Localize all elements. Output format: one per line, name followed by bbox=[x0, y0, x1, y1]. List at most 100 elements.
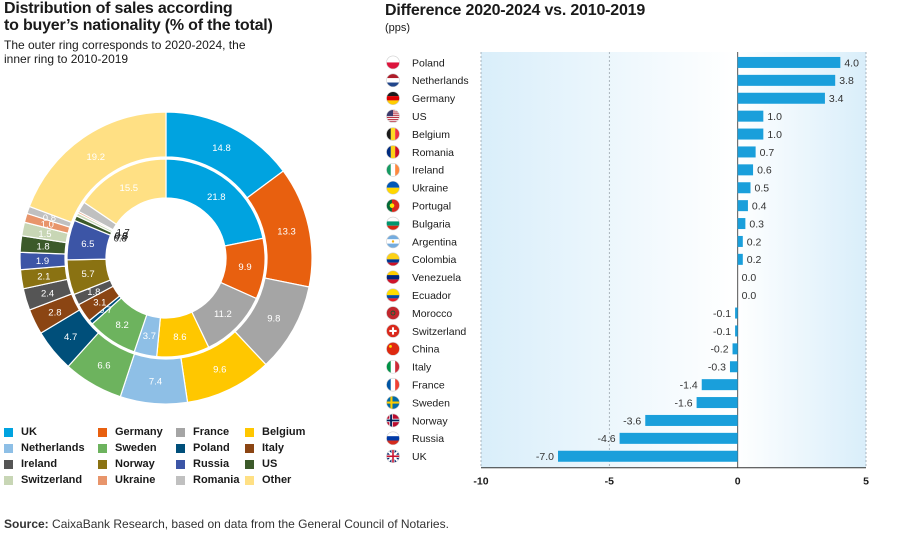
bar-norway bbox=[645, 414, 738, 426]
value-label-russia: -4.6 bbox=[598, 433, 616, 445]
legend-item-russia: Russia bbox=[176, 458, 229, 470]
legend-label: Ireland bbox=[21, 458, 58, 470]
legend-item-sweden: Sweden bbox=[98, 442, 157, 454]
bar-morocco bbox=[735, 307, 738, 319]
ukraine-flag-icon bbox=[386, 180, 400, 195]
colombia-flag-icon bbox=[386, 252, 400, 267]
bar-chart-title: Difference 2020-2024 vs. 2010-2019 bbox=[385, 2, 646, 19]
legend-label: US bbox=[262, 458, 278, 470]
category-label-morocco: Morocco bbox=[412, 308, 452, 320]
legend-swatch bbox=[245, 475, 254, 485]
legend-swatch bbox=[98, 475, 107, 485]
legend-label: France bbox=[193, 426, 230, 438]
value-label-ireland: 0.6 bbox=[757, 165, 772, 177]
value-label-venezuela: 0.0 bbox=[742, 272, 757, 284]
legend-label: UK bbox=[21, 426, 37, 438]
source-text: CaixaBank Research, based on data from t… bbox=[48, 517, 449, 531]
donut-slice-inner-other bbox=[83, 158, 167, 226]
donut-title-line2: to buyer’s nationality (% of the total) bbox=[4, 17, 273, 34]
value-label-belgium: 1.0 bbox=[767, 129, 782, 141]
legend-label: Belgium bbox=[262, 426, 306, 438]
donut-label-inner-belgium: 8.6 bbox=[173, 332, 186, 343]
portugal-flag-icon bbox=[386, 198, 400, 213]
legend-item-norway: Norway bbox=[98, 458, 155, 470]
value-label-china: -0.2 bbox=[710, 344, 728, 356]
legend-label: Germany bbox=[115, 426, 163, 438]
legend-item-uk: UK bbox=[4, 426, 37, 438]
donut-label-inner-germany: 9.9 bbox=[238, 262, 251, 273]
donut-label-outer-uk: 14.8 bbox=[212, 143, 231, 154]
romania-flag-icon bbox=[386, 145, 400, 159]
source-note: Source: CaixaBank Research, based on dat… bbox=[4, 517, 449, 531]
legend-swatch bbox=[4, 443, 13, 453]
legend-item-poland: Poland bbox=[176, 442, 230, 454]
bar-belgium bbox=[737, 128, 764, 140]
legend-swatch bbox=[176, 475, 185, 485]
legend-swatch bbox=[4, 475, 13, 485]
value-label-germany: 3.4 bbox=[829, 93, 844, 105]
donut-subtitle: The outer ring corresponds to 2020-2024,… bbox=[4, 38, 246, 66]
category-label-colombia: Colombia bbox=[412, 254, 457, 266]
donut-label-inner-ukraine: 0.3 bbox=[115, 230, 128, 241]
donut-label-outer-romania: 0.8 bbox=[43, 213, 56, 224]
legend-label: Poland bbox=[193, 442, 230, 454]
legend-item-switzerland: Switzerland bbox=[4, 474, 82, 486]
legend-swatch bbox=[176, 459, 185, 469]
bar-portugal bbox=[737, 200, 748, 212]
legend-swatch bbox=[4, 459, 13, 469]
category-label-switzerland: Switzerland bbox=[412, 326, 466, 338]
value-label-italy: -0.3 bbox=[708, 362, 726, 374]
china-flag-icon bbox=[386, 342, 400, 356]
legend-label: Ukraine bbox=[115, 474, 156, 486]
donut-label-outer-other: 19.2 bbox=[87, 152, 106, 163]
donut-label-inner-uk: 21.8 bbox=[207, 192, 226, 203]
donut-slice-outer-other bbox=[28, 111, 167, 224]
uk-flag-icon bbox=[386, 449, 400, 464]
legend-item-romania: Romania bbox=[176, 474, 239, 486]
donut-label-outer-germany: 13.3 bbox=[277, 227, 296, 238]
value-label-sweden: -1.6 bbox=[675, 397, 693, 409]
category-label-china: China bbox=[412, 344, 440, 356]
donut-label-inner-italy: 3.1 bbox=[93, 298, 106, 309]
legend-item-italy: Italy bbox=[245, 442, 284, 454]
bar-chart-unit: (pps) bbox=[385, 22, 411, 34]
bar-russia bbox=[619, 432, 738, 444]
bar-us bbox=[737, 110, 764, 122]
source-label: Source: bbox=[4, 517, 49, 531]
donut-label-outer-poland: 4.7 bbox=[64, 332, 77, 343]
donut-label-outer-us: 1.8 bbox=[36, 242, 49, 253]
legend-swatch bbox=[245, 443, 254, 453]
legend-item-germany: Germany bbox=[98, 426, 163, 438]
donut-label-inner-netherlands: 3.7 bbox=[143, 331, 156, 342]
donut-label-outer-norway: 2.1 bbox=[37, 272, 50, 283]
legend-item-belgium: Belgium bbox=[245, 426, 305, 438]
venezuela-flag-icon bbox=[386, 270, 400, 285]
legend-swatch bbox=[176, 443, 185, 453]
category-label-poland: Poland bbox=[412, 57, 445, 69]
bar-sweden bbox=[696, 397, 738, 409]
category-label-russia: Russia bbox=[412, 433, 444, 445]
italy-flag-icon bbox=[386, 359, 400, 374]
donut-label-inner-sweden: 8.2 bbox=[116, 320, 129, 331]
bar-uk bbox=[558, 450, 738, 462]
donut-title-line1: Distribution of sales according bbox=[4, 0, 233, 17]
donut-label-outer-belgium: 9.6 bbox=[213, 365, 226, 376]
legend-swatch bbox=[98, 443, 107, 453]
ireland-flag-icon bbox=[386, 163, 400, 177]
bar-poland bbox=[737, 56, 841, 68]
morocco-flag-icon bbox=[386, 306, 400, 320]
bar-switzerland bbox=[735, 325, 738, 337]
value-label-portugal: 0.4 bbox=[752, 200, 767, 212]
legend-item-netherlands: Netherlands bbox=[4, 442, 85, 454]
category-label-argentina: Argentina bbox=[412, 236, 457, 248]
norway-flag-icon bbox=[386, 413, 400, 428]
legend-label: Other bbox=[262, 474, 292, 486]
legend-item-france: France bbox=[176, 426, 229, 438]
legend-label: Russia bbox=[193, 458, 230, 470]
legend-item-ireland: Ireland bbox=[4, 458, 57, 470]
donut-label-outer-italy: 2.8 bbox=[48, 307, 61, 318]
value-label-morocco: -0.1 bbox=[713, 308, 731, 320]
donut-label-outer-sweden: 6.6 bbox=[97, 360, 110, 371]
category-label-france: France bbox=[412, 379, 445, 391]
legend-swatch bbox=[245, 459, 254, 469]
